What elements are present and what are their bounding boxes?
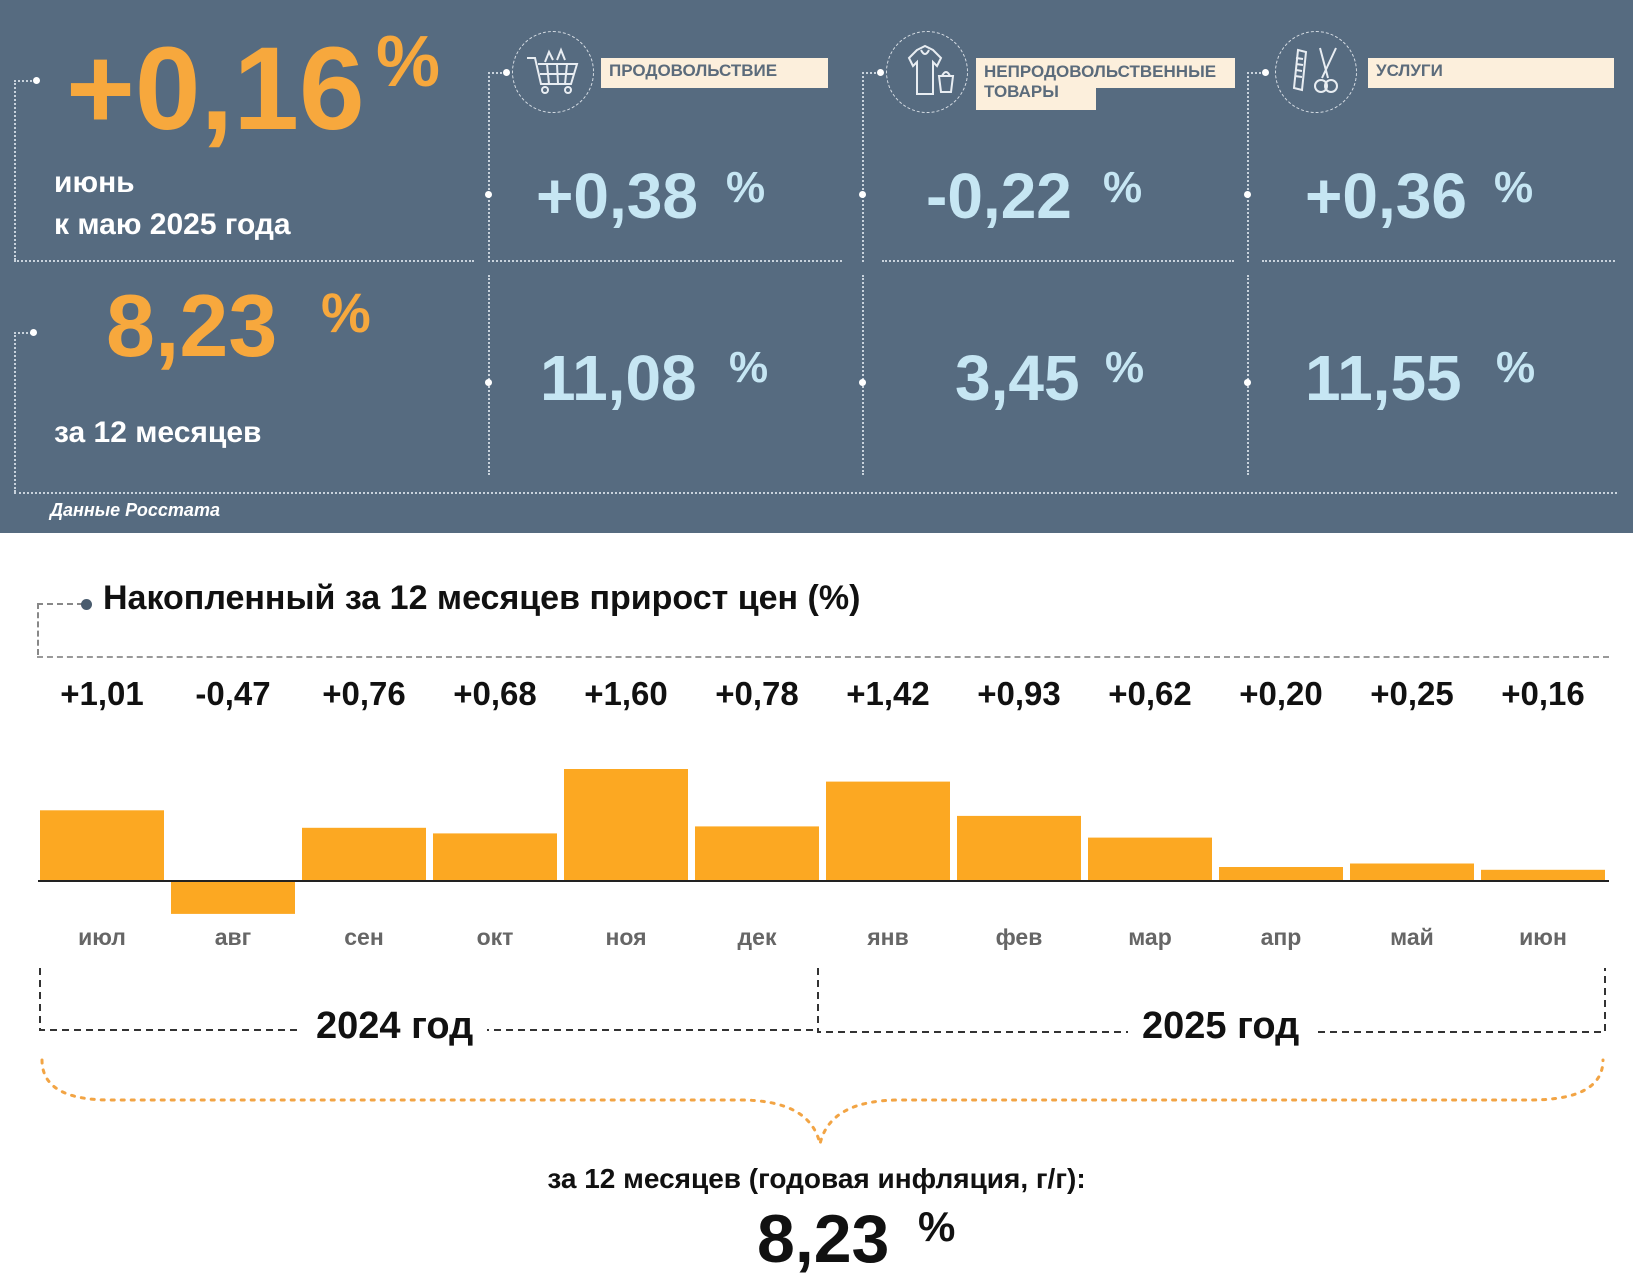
bullet-dot [1262,69,1269,76]
monthly-period-line2: к маю 2025 года [54,208,291,241]
bullet-dot [877,69,884,76]
bullet-dot [859,191,866,198]
nonfood-annual-value: 3,45 [955,342,1080,414]
monthly-inflation-unit: % [376,22,441,102]
nonfood-annual-unit: % [1105,343,1145,392]
year-label-2025: 2025 год [1128,1005,1314,1048]
value-label-авг: -0,47 [195,675,271,712]
month-label-май: май [1390,924,1434,950]
bullet-dot [1244,191,1251,198]
bar-ноя [564,769,688,881]
chart-title-divider [37,656,1609,658]
total-brace [40,1058,1605,1145]
month-label-окт: окт [476,924,514,950]
bar-июл [40,810,164,881]
monthly-period-line1: июнь [54,166,135,199]
month-label-мар: мар [1128,924,1172,950]
summary-panel: +0,16 % июнь к маю 2025 года 8,23 % за 1… [0,0,1633,533]
value-label-июн: +0,16 [1501,675,1585,712]
month-label-июл: июл [78,924,126,950]
bullet-dot [33,77,40,84]
month-label-дек: дек [737,924,777,950]
bar-апр [1219,867,1343,881]
category-label-nonfood-text: НЕПРОДОВОЛЬСТВЕННЫЕ ТОВАРЫ [984,62,1217,101]
bar-май [1350,863,1474,881]
month-label-июн: июн [1519,924,1567,950]
value-label-окт: +0,68 [453,675,537,712]
month-label-янв: янв [867,924,909,950]
category-label-nonfood: НЕПРОДОВОЛЬСТВЕННЫЕ ТОВАРЫ [976,58,1235,110]
chart-title-bullet [81,599,92,610]
year-label-2024: 2024 год [302,1005,488,1048]
bar-окт [433,833,557,881]
category-label-services: УСЛУГИ [1368,58,1614,88]
month-label-фев: фев [995,924,1043,950]
chart-title-connector [37,603,83,655]
value-label-мар: +0,62 [1108,675,1192,712]
category-label-food: ПРОДОВОЛЬСТВИЕ [601,58,828,88]
monthly-inflation-value: +0,16 [66,23,365,155]
value-label-янв: +1,42 [846,675,930,712]
month-label-ноя: ноя [605,924,647,950]
month-label-апр: апр [1260,924,1302,950]
value-label-фев: +0,93 [977,675,1061,712]
source-note: Данные Росстата [50,500,220,520]
services-monthly-unit: % [1494,163,1534,212]
bar-янв [826,781,950,881]
bar-мар [1088,837,1212,881]
value-label-апр: +0,20 [1239,675,1323,712]
bar-дек [695,826,819,881]
annual-inflation-value: 8,23 [106,276,278,375]
nonfood-monthly-unit: % [1103,163,1143,212]
bar-сен [302,827,426,881]
food-monthly-unit: % [726,163,766,212]
food-annual-value: 11,08 [540,342,697,414]
food-annual-unit: % [729,343,769,392]
clothing-icon [886,31,968,113]
annual-total-label: за 12 месяцев (годовая инфляция, г/г): [547,1163,1086,1194]
services-annual-unit: % [1496,343,1536,392]
value-label-дек: +0,78 [715,675,799,712]
value-label-ноя: +1,60 [584,675,668,712]
chart-title: Накопленный за 12 месяцев прирост цен (%… [103,579,861,617]
bullet-dot [1244,379,1251,386]
bar-июн [1481,869,1605,881]
month-label-сен: сен [344,924,384,950]
value-label-май: +0,25 [1370,675,1454,712]
bullet-dot [485,191,492,198]
month-label-авг: авг [214,924,252,950]
shopping-cart-icon [512,31,594,113]
annual-total-unit: % [918,1203,956,1250]
bullet-dot [859,379,866,386]
bar-авг [171,881,295,914]
services-monthly-value: +0,36 [1305,160,1467,232]
services-annual-value: 11,55 [1305,342,1462,414]
annual-period-label: за 12 месяцев [54,416,262,449]
bullet-dot [30,329,37,336]
value-label-июл: +1,01 [60,675,144,712]
bullet-dot [503,69,510,76]
annual-inflation-unit: % [321,281,371,344]
annual-total-value: 8,23 [757,1201,890,1277]
value-label-сен: +0,76 [322,675,406,712]
bar-фев [957,815,1081,881]
scissors-comb-icon [1275,31,1357,113]
food-monthly-value: +0,38 [536,160,698,232]
bullet-dot [485,379,492,386]
nonfood-monthly-value: -0,22 [926,160,1072,232]
